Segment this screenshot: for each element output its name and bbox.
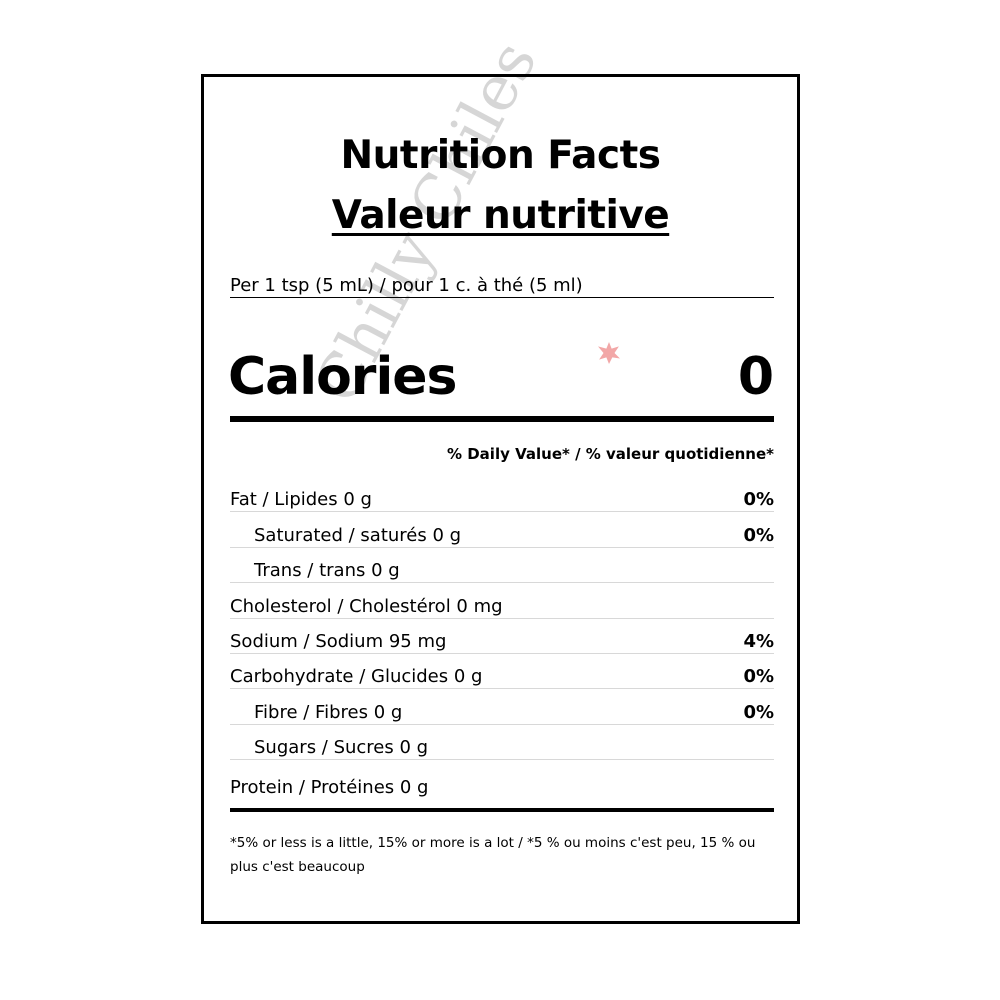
nutrient-row: Sodium / Sodium 95 mg 4%: [230, 627, 774, 654]
nutrient-row: Fat / Lipides 0 g 0%: [230, 485, 774, 512]
nutrient-name: Sugars / Sucres 0 g: [254, 737, 429, 758]
daily-value-header: % Daily Value* / % valeur quotidienne*: [446, 445, 774, 463]
nutrient-dv: 0%: [743, 525, 774, 546]
calories-label: Calories: [228, 347, 457, 407]
nutrient-name: Trans / trans 0 g: [254, 560, 400, 581]
title-fr: Valeur nutritive: [331, 193, 670, 238]
nutrient-dv: 0%: [743, 666, 774, 687]
nutrient-row: Sugars / Sucres 0 g: [230, 733, 774, 760]
title-en: Nutrition Facts: [340, 133, 661, 178]
nutrient-dv: 0%: [743, 702, 774, 723]
nutrient-name: Carbohydrate / Glucides 0 g: [230, 666, 483, 687]
serving-size: Per 1 tsp (5 mL) / pour 1 c. à thé (5 ml…: [230, 275, 774, 298]
nutrient-name: Protein / Protéines 0 g: [230, 777, 429, 798]
nutrient-dv: 0%: [743, 489, 774, 510]
nutrient-row: Protein / Protéines 0 g: [230, 773, 774, 799]
nutrient-row: Carbohydrate / Glucides 0 g 0%: [230, 662, 774, 689]
footnote: *5% or less is a little, 15% or more is …: [230, 835, 756, 875]
nutrient-dv: 4%: [743, 631, 774, 652]
nutrient-row: Saturated / saturés 0 g 0%: [230, 521, 774, 548]
divider-thick-bottom: [230, 808, 774, 812]
nutrient-name: Cholesterol / Cholestérol 0 mg: [230, 596, 503, 617]
nutrient-name: Saturated / saturés 0 g: [254, 525, 462, 546]
calories-value: 0: [737, 347, 774, 407]
nutrient-name: Sodium / Sodium 95 mg: [230, 631, 447, 652]
nutrient-name: Fibre / Fibres 0 g: [254, 702, 403, 723]
nutrient-row: Cholesterol / Cholestérol 0 mg: [230, 592, 774, 619]
nutrient-name: Fat / Lipides 0 g: [230, 489, 372, 510]
divider-thick: [230, 416, 774, 422]
nutrition-label: Nutrition Facts Valeur nutritive Per 1 t…: [201, 74, 800, 924]
nutrient-row: Trans / trans 0 g: [230, 556, 774, 583]
nutrient-row: Fibre / Fibres 0 g 0%: [230, 698, 774, 725]
